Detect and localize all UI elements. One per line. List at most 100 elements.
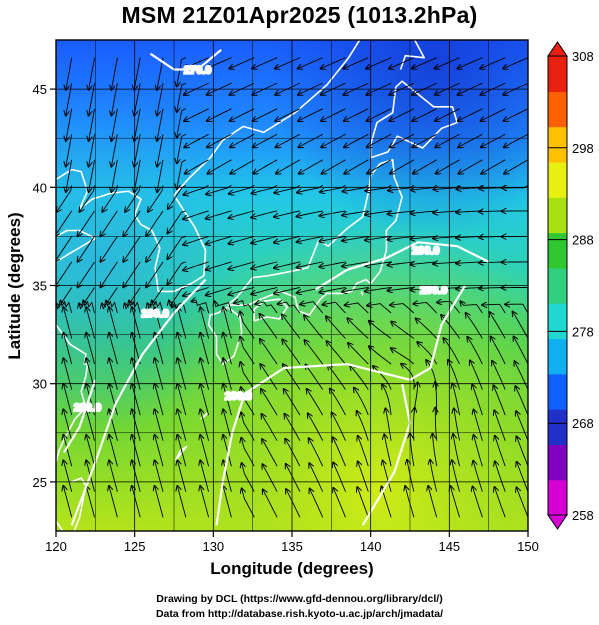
streamline — [100, 236, 118, 261]
streamline — [274, 210, 300, 217]
colorbar-band — [548, 161, 567, 198]
streamline — [230, 133, 255, 147]
streamline — [367, 304, 392, 314]
shandong — [56, 229, 97, 263]
streamline — [451, 486, 461, 518]
colorbar-band — [548, 409, 567, 445]
streamline — [343, 57, 369, 69]
streamline — [327, 341, 346, 365]
streamline — [56, 261, 73, 287]
streamline — [253, 108, 278, 121]
streamline — [206, 210, 232, 219]
streamline — [86, 307, 95, 339]
streamline — [413, 159, 437, 174]
streamline — [333, 488, 346, 518]
streamline — [223, 486, 232, 518]
streamline — [109, 435, 118, 467]
streamline — [382, 385, 392, 416]
streamline — [275, 108, 301, 121]
streamline — [208, 159, 232, 174]
streamline — [63, 486, 73, 518]
streamline — [229, 235, 255, 243]
streamline — [132, 435, 141, 467]
streamline — [89, 134, 95, 166]
streamline — [155, 460, 164, 492]
streamline — [274, 287, 300, 294]
streamline — [473, 487, 483, 518]
streamline — [262, 414, 278, 441]
streamline — [489, 312, 506, 339]
streamline — [495, 436, 506, 467]
streamline — [299, 159, 323, 174]
streamline — [435, 382, 437, 416]
y-axis-title: Latitude (degrees) — [5, 212, 24, 359]
streamline — [83, 301, 95, 314]
streamline — [207, 57, 232, 69]
streamline — [155, 409, 164, 441]
streamline — [132, 409, 141, 441]
streamline — [298, 108, 323, 121]
streamline — [416, 319, 438, 339]
streamline — [278, 302, 301, 314]
streamline — [200, 307, 210, 339]
streamline — [474, 435, 483, 467]
streamline — [183, 261, 209, 270]
streamline — [229, 287, 255, 295]
colorbar-min-arrow — [547, 514, 568, 530]
streamline — [223, 358, 232, 390]
streamline — [206, 261, 232, 270]
streamline — [321, 57, 346, 69]
colorbar-band — [548, 232, 567, 269]
colorbar-tick-label: 288 — [572, 233, 594, 248]
streamline — [276, 133, 301, 147]
streamline — [298, 133, 323, 147]
streamline — [309, 438, 324, 467]
streamline — [146, 236, 164, 261]
streamline — [172, 303, 187, 314]
streamline — [492, 361, 506, 390]
footer-data-credit: Data from http://database.rish.kyoto-u.a… — [155, 608, 444, 620]
streamline — [157, 57, 164, 90]
streamline — [260, 339, 278, 365]
streamline — [321, 133, 346, 147]
streamline — [274, 261, 300, 268]
streamline — [86, 435, 95, 467]
streamline — [109, 409, 118, 441]
streamline — [167, 210, 186, 234]
streamline — [274, 184, 301, 193]
streamline — [253, 133, 278, 147]
streamline — [78, 261, 95, 287]
colorbar-tick-label: 268 — [572, 416, 594, 431]
x-tick-label: 135 — [281, 539, 303, 554]
streamline — [242, 463, 255, 492]
streamline — [214, 301, 232, 314]
streamline — [333, 463, 346, 492]
colorbar-band — [548, 373, 567, 410]
streamline — [274, 235, 300, 242]
streamline — [358, 436, 369, 467]
ryukyu-b — [200, 412, 208, 420]
streamline — [168, 184, 187, 209]
streamline — [437, 301, 460, 314]
x-tick-label: 140 — [360, 539, 382, 554]
streamline — [344, 108, 369, 121]
streamline — [63, 358, 73, 390]
streamline — [242, 489, 255, 518]
streamline — [354, 388, 369, 416]
streamline — [413, 303, 438, 314]
streamline — [333, 437, 346, 467]
streamline — [253, 159, 278, 174]
kyushu — [207, 306, 243, 365]
izu-a — [360, 291, 364, 296]
x-axis: 120 125 130 135 140 145 150 — [45, 531, 539, 554]
colorbar-tick-label: 278 — [572, 324, 594, 339]
streamline — [515, 361, 528, 390]
colorbar-max-arrow — [547, 41, 568, 57]
streamline — [350, 366, 369, 390]
streamline — [263, 490, 278, 518]
streamline — [200, 435, 210, 467]
streamline — [369, 321, 392, 339]
contour-line — [149, 48, 222, 71]
streamline — [515, 386, 528, 416]
streamline — [514, 337, 528, 365]
